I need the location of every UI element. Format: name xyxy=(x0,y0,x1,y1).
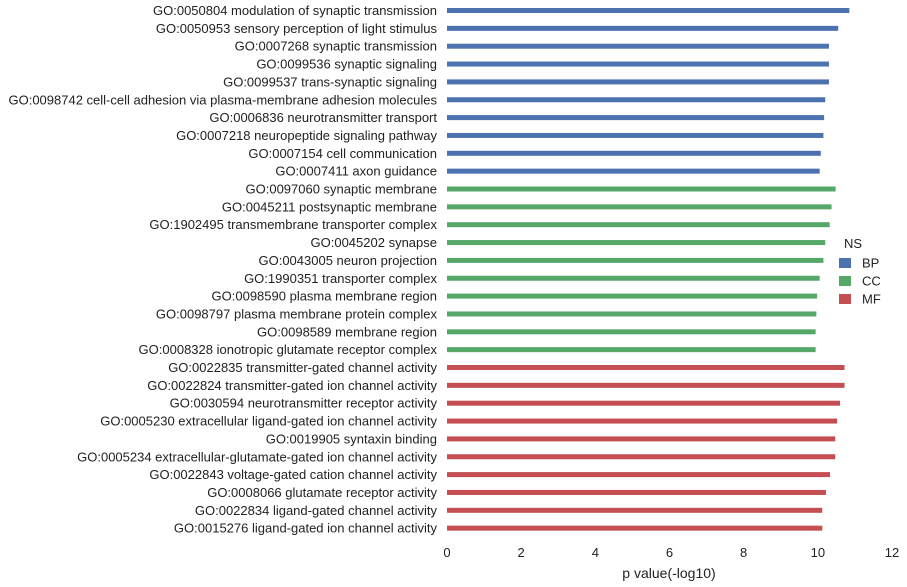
bar-bp xyxy=(447,61,829,67)
x-axis-ticks: 0 2 4 6 8 10 12 xyxy=(443,545,899,560)
bar-cc xyxy=(447,204,832,210)
legend-title: NS xyxy=(844,236,862,251)
x-tick-label: 0 xyxy=(443,545,450,560)
category-label: GO:0045211 postsynaptic membrane xyxy=(222,199,437,214)
category-label: GO:0015276 ligand-gated ion channel acti… xyxy=(174,521,438,536)
x-tick-label: 2 xyxy=(518,545,525,560)
category-label: GO:0098589 membrane region xyxy=(257,324,437,339)
legend-label-bp: BP xyxy=(862,256,879,271)
bar-cc xyxy=(447,311,817,317)
category-label: GO:0007218 neuropeptide signaling pathwa… xyxy=(176,128,437,143)
category-label: GO:0098590 plasma membrane region xyxy=(212,289,437,304)
category-label: GO:1990351 transporter complex xyxy=(244,271,437,286)
category-label: GO:0005230 extracellular ligand-gated io… xyxy=(100,414,437,429)
bar-bp xyxy=(447,150,821,156)
x-tick-label: 8 xyxy=(740,545,747,560)
category-label: GO:0099536 synaptic signaling xyxy=(256,57,437,72)
category-label: GO:0008328 ionotropic glutamate receptor… xyxy=(139,342,438,357)
category-label: GO:0007411 axon guidance xyxy=(275,164,437,179)
bar-bp xyxy=(447,115,825,121)
category-label: GO:0022835 transmitter-gated channel act… xyxy=(168,360,437,375)
category-label: GO:0007154 cell communication xyxy=(248,146,437,161)
bars-layer xyxy=(447,8,850,531)
category-label: GO:0007268 synaptic transmission xyxy=(235,39,437,54)
legend-swatch-cc xyxy=(839,276,851,286)
bar-mf xyxy=(447,525,823,531)
category-label: GO:0022843 voltage-gated cation channel … xyxy=(149,467,437,482)
bar-bp xyxy=(447,132,824,138)
bar-mf xyxy=(447,382,845,388)
legend-label-cc: CC xyxy=(862,274,881,289)
legend-swatch-bp xyxy=(839,258,851,268)
bar-cc xyxy=(447,275,820,281)
x-tick-label: 10 xyxy=(811,545,825,560)
bar-cc xyxy=(447,222,830,228)
bar-cc xyxy=(447,293,818,299)
category-labels: GO:0050804 modulation of synaptic transm… xyxy=(8,3,437,536)
category-label: GO:0099537 trans-synaptic signaling xyxy=(223,74,437,89)
bar-bp xyxy=(447,43,829,49)
category-label: GO:0050804 modulation of synaptic transm… xyxy=(153,3,437,18)
category-label: GO:0005234 extracellular-glutamate-gated… xyxy=(77,449,437,464)
bar-mf xyxy=(447,454,836,460)
category-label: GO:0097060 synaptic membrane xyxy=(246,182,438,197)
bar-bp xyxy=(447,168,820,174)
category-label: GO:0043005 neuron projection xyxy=(258,253,437,268)
x-axis-title: p value(-log10) xyxy=(622,565,715,581)
bar-cc xyxy=(447,257,824,263)
bar-bp xyxy=(447,8,850,13)
bar-cc xyxy=(447,329,816,335)
category-label: GO:0098797 plasma membrane protein compl… xyxy=(156,306,438,321)
category-label: GO:0098742 cell-cell adhesion via plasma… xyxy=(8,92,437,107)
bar-bp xyxy=(447,79,829,85)
category-label: GO:0050953 sensory perception of light s… xyxy=(156,21,438,36)
bar-mf xyxy=(447,507,823,513)
bar-cc xyxy=(447,186,836,192)
category-label: GO:0006836 neurotransmitter transport xyxy=(209,110,437,125)
bar-mf xyxy=(447,489,826,495)
bar-bp xyxy=(447,97,826,103)
category-label: GO:0022824 transmitter-gated ion channel… xyxy=(147,378,437,393)
bar-mf xyxy=(447,436,836,442)
bar-bp xyxy=(447,25,839,31)
category-label: GO:0019905 syntaxin binding xyxy=(266,431,437,446)
category-label: GO:0045202 synapse xyxy=(311,235,437,250)
legend-entries: BP CC MF xyxy=(839,256,881,307)
bar-mf xyxy=(447,365,845,370)
bar-mf xyxy=(447,472,831,478)
category-label: GO:1902495 transmembrane transporter com… xyxy=(149,217,437,232)
bar-mf xyxy=(447,400,841,406)
bar-mf xyxy=(447,418,838,424)
legend-label-mf: MF xyxy=(862,292,881,307)
x-tick-label: 12 xyxy=(885,545,899,560)
x-tick-label: 4 xyxy=(592,545,599,560)
category-label: GO:0008066 glutamate receptor activity xyxy=(207,485,437,500)
category-label: GO:0030594 neurotransmitter receptor act… xyxy=(170,396,438,411)
x-tick-label: 6 xyxy=(666,545,673,560)
legend: NS BP CC MF xyxy=(839,236,881,307)
bar-cc xyxy=(447,240,826,246)
category-label: GO:0022834 ligand-gated channel activity xyxy=(195,503,438,518)
bar-cc xyxy=(447,347,816,353)
legend-swatch-mf xyxy=(839,294,851,304)
